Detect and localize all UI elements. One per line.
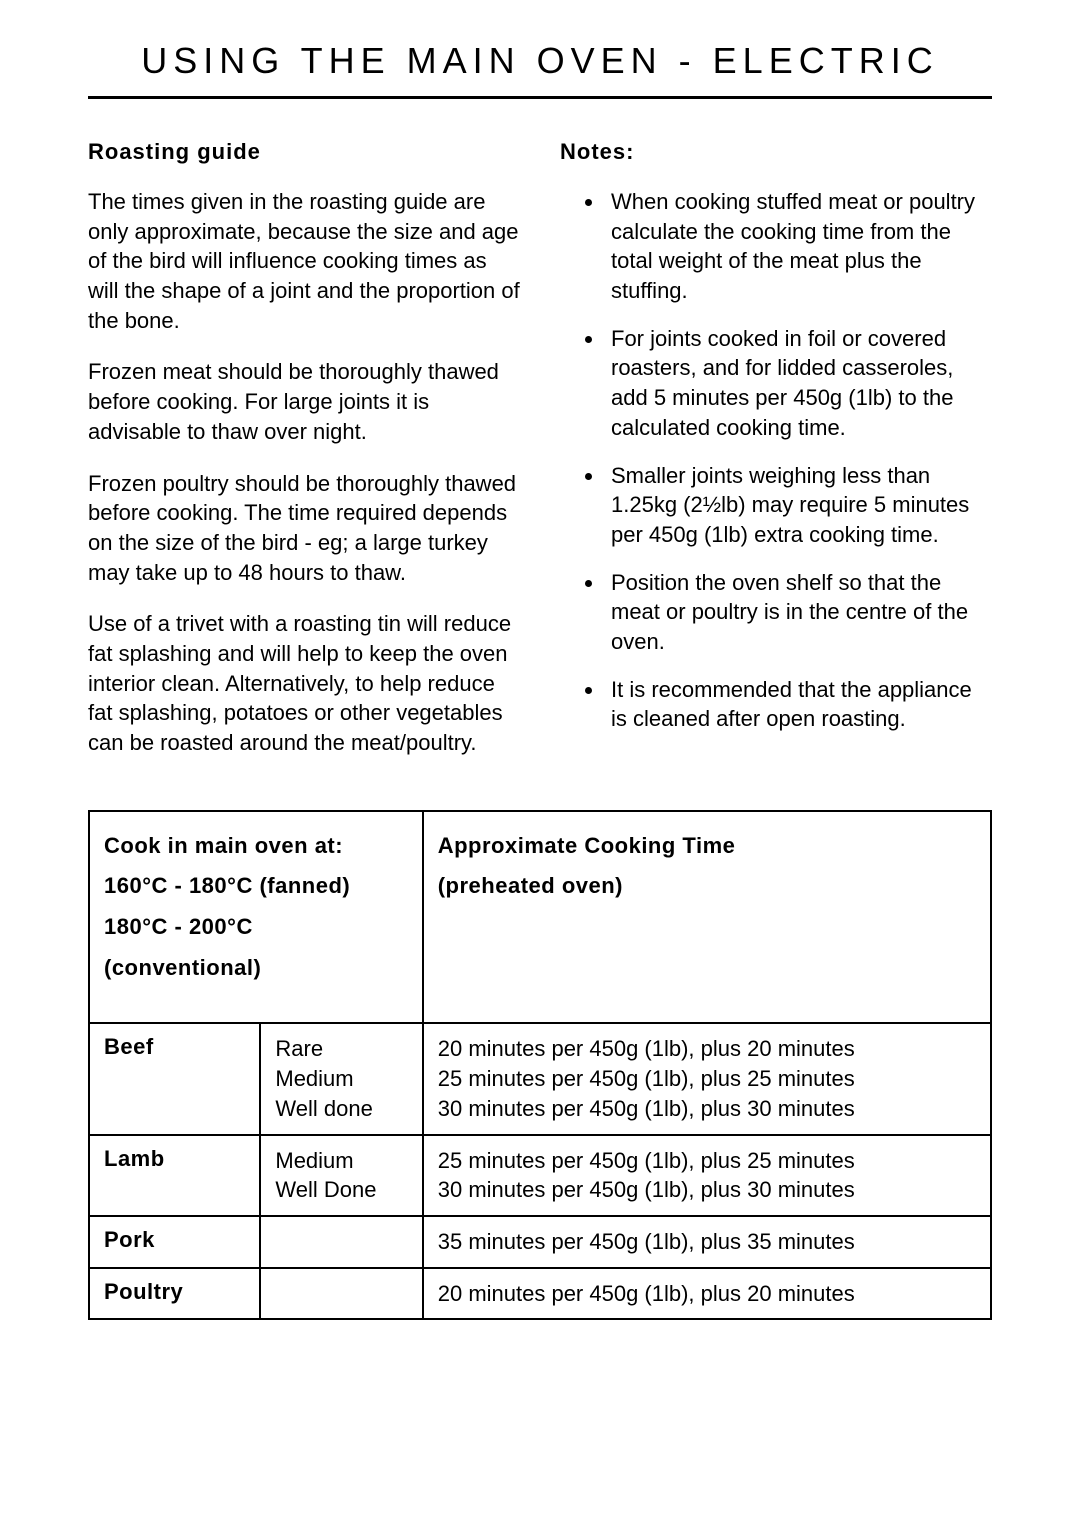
title-rule — [88, 96, 992, 99]
right-column: Notes: When cooking stuffed meat or poul… — [560, 139, 992, 780]
roasting-table: Cook in main oven at: 160°C - 180°C (fan… — [88, 810, 992, 1321]
time-pork: 35 minutes per 450g (1lb), plus 35 minut… — [423, 1216, 991, 1268]
roasting-guide-para-1: The times given in the roasting guide ar… — [88, 187, 520, 335]
meat-lamb: Lamb — [89, 1135, 260, 1216]
roasting-table-header-row: Cook in main oven at: 160°C - 180°C (fan… — [89, 811, 991, 1024]
table-row-lamb: Lamb MediumWell Done 25 minutes per 450g… — [89, 1135, 991, 1216]
meat-beef: Beef — [89, 1023, 260, 1134]
meat-pork: Pork — [89, 1216, 260, 1268]
time-beef: 20 minutes per 450g (1lb), plus 20 minut… — [423, 1023, 991, 1134]
roasting-table-header-right: Approximate Cooking Time (preheated oven… — [423, 811, 991, 1024]
roasting-table-header-left: Cook in main oven at: 160°C - 180°C (fan… — [89, 811, 423, 1024]
roasting-guide-para-4: Use of a trivet with a roasting tin will… — [88, 609, 520, 757]
doneness-lamb: MediumWell Done — [260, 1135, 422, 1216]
table-row-poultry: Poultry 20 minutes per 450g (1lb), plus … — [89, 1268, 991, 1320]
left-column: Roasting guide The times given in the ro… — [88, 139, 520, 780]
roasting-guide-para-2: Frozen meat should be thoroughly thawed … — [88, 357, 520, 446]
roasting-guide-para-3: Frozen poultry should be thoroughly thaw… — [88, 469, 520, 588]
header-temp-conventional: 180°C - 200°C (conventional) — [104, 907, 408, 988]
doneness-pork — [260, 1216, 422, 1268]
table-row-beef: Beef RareMediumWell done 20 minutes per … — [89, 1023, 991, 1134]
notes-item-4: Position the oven shelf so that the meat… — [605, 568, 992, 657]
doneness-poultry — [260, 1268, 422, 1320]
notes-heading: Notes: — [560, 139, 992, 165]
notes-item-5: It is recommended that the appliance is … — [605, 675, 992, 734]
manual-page: USING THE MAIN OVEN - ELECTRIC Roasting … — [0, 0, 1080, 1532]
header-temp-fanned: 160°C - 180°C (fanned) — [104, 866, 408, 907]
notes-item-1: When cooking stuffed meat or poultry cal… — [605, 187, 992, 306]
notes-list: When cooking stuffed meat or poultry cal… — [560, 187, 992, 734]
roasting-guide-heading: Roasting guide — [88, 139, 520, 165]
doneness-beef: RareMediumWell done — [260, 1023, 422, 1134]
page-title: USING THE MAIN OVEN - ELECTRIC — [88, 40, 992, 82]
header-approx-time: Approximate Cooking Time — [438, 826, 976, 867]
notes-item-3: Smaller joints weighing less than 1.25kg… — [605, 461, 992, 550]
header-cook-in: Cook in main oven at: — [104, 826, 408, 867]
notes-item-2: For joints cooked in foil or covered roa… — [605, 324, 992, 443]
table-row-pork: Pork 35 minutes per 450g (1lb), plus 35 … — [89, 1216, 991, 1268]
header-preheated: (preheated oven) — [438, 866, 976, 907]
two-column-layout: Roasting guide The times given in the ro… — [88, 139, 992, 780]
time-poultry: 20 minutes per 450g (1lb), plus 20 minut… — [423, 1268, 991, 1320]
meat-poultry: Poultry — [89, 1268, 260, 1320]
time-lamb: 25 minutes per 450g (1lb), plus 25 minut… — [423, 1135, 991, 1216]
